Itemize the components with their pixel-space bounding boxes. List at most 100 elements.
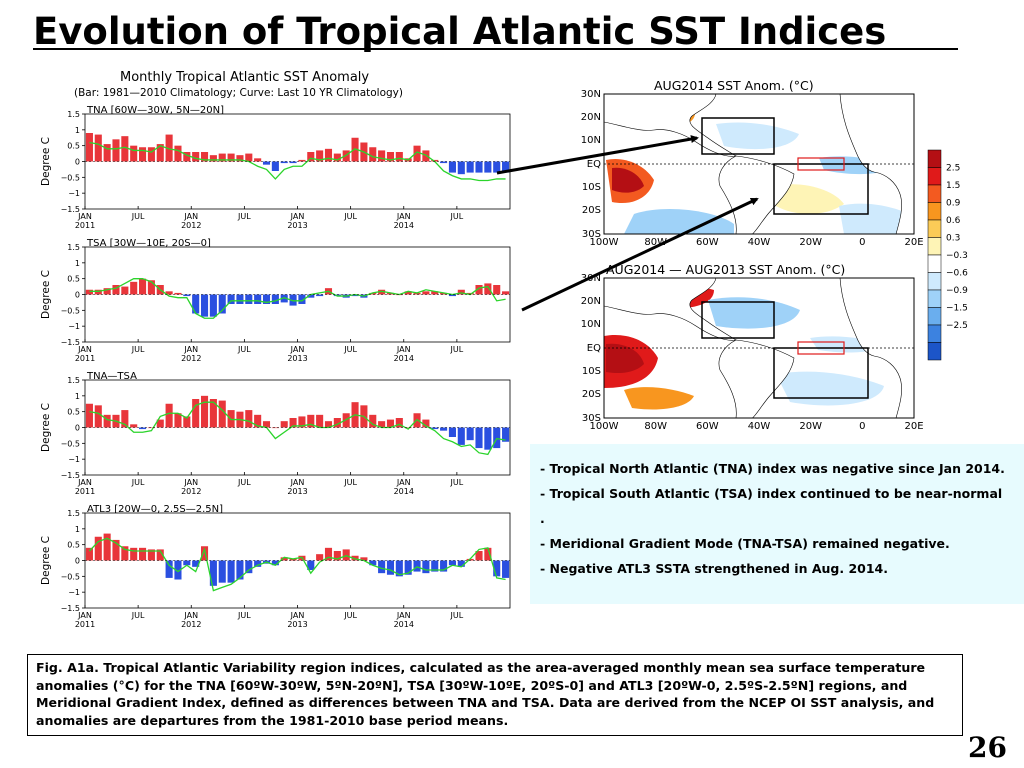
y-tick-label: 0 — [75, 557, 80, 566]
map1-lon-40w: 40W — [748, 237, 771, 248]
anomaly-bar — [103, 288, 111, 295]
anomaly-bar — [307, 294, 315, 298]
chart-title: TNA [60W—30W, 5N—20N] — [86, 105, 224, 116]
x-tick-label: JUL — [343, 212, 357, 221]
colorbar-swatch — [927, 202, 942, 221]
anomaly-bar — [431, 427, 439, 430]
anomaly-bar — [422, 419, 430, 428]
x-tick-year: 2011 — [75, 487, 95, 496]
y-axis-label: Degree C — [40, 536, 52, 585]
anomaly-bar — [307, 414, 315, 428]
map1-lon-60w: 60W — [696, 237, 719, 248]
anomaly-bar — [484, 283, 492, 295]
colorbar-swatch — [927, 342, 942, 361]
anomaly-bar — [227, 560, 235, 583]
x-tick-year: 2012 — [181, 354, 201, 363]
map1-atl3-box — [797, 157, 845, 171]
anomaly-bar — [85, 403, 93, 428]
anomaly-bar — [475, 161, 483, 173]
anomaly-bar — [351, 555, 359, 561]
anomaly-bar — [183, 560, 191, 566]
x-tick-year: 2011 — [75, 620, 95, 629]
anomaly-bar — [457, 560, 465, 567]
y-tick-label: −1.5 — [61, 338, 80, 347]
tsa-chart: TSA [30W—10E, 20S—0] 1.5 1 0.5 0 −0.5 −1 −1.5 De… — [40, 238, 511, 363]
anomaly-bar — [147, 549, 155, 561]
x-tick-year: 2014 — [394, 487, 414, 496]
x-tick-label: JUL — [237, 478, 251, 487]
map2-lon-20e: 20E — [904, 421, 923, 432]
anomaly-bar — [245, 153, 253, 162]
anomaly-bar — [200, 546, 209, 561]
anomaly-bar — [245, 410, 253, 428]
y-tick-label: 1 — [75, 525, 80, 534]
anomaly-bar — [422, 560, 430, 574]
y-axis-label: Degree C — [40, 270, 52, 319]
anomaly-bar — [209, 560, 217, 586]
anomaly-bar — [307, 560, 315, 570]
map2-lon-0: 0 — [859, 421, 865, 432]
colorbar-swatch — [927, 167, 942, 186]
anomaly-bar — [324, 547, 333, 561]
x-tick-label: JAN — [396, 611, 411, 620]
y-tick-label: −0.5 — [61, 439, 80, 448]
colorbar-swatch — [927, 254, 942, 273]
anomaly-bar — [236, 294, 244, 304]
x-tick-label: JAN — [396, 478, 411, 487]
anomaly-bar — [156, 419, 164, 428]
anomaly-bar — [280, 161, 288, 164]
anomaly-bar — [369, 147, 377, 162]
anomaly-bar — [280, 421, 288, 428]
figure-caption-box: Fig. A1a. Tropical Atlantic Variability … — [27, 654, 963, 736]
anomaly-bar — [192, 294, 200, 314]
anomaly-bar — [440, 427, 448, 431]
x-tick-label: JAN — [77, 345, 92, 354]
colorbar-swatch — [927, 149, 942, 168]
x-tick-year: 2012 — [181, 620, 201, 629]
colorbar-label: 1.5 — [946, 181, 960, 191]
y-tick-label: 1 — [75, 126, 80, 135]
x-tick-year: 2013 — [287, 221, 307, 230]
x-tick-year: 2013 — [287, 487, 307, 496]
summary-dash: - — [540, 561, 550, 576]
y-tick-label: −0.5 — [61, 572, 80, 581]
anomaly-bar — [139, 427, 147, 430]
x-tick-label: JAN — [290, 478, 305, 487]
map2-lat-10s: 10S — [582, 366, 601, 377]
anomaly-bar — [112, 285, 120, 295]
anomaly-bar — [165, 291, 173, 295]
anomaly-bar — [156, 144, 164, 162]
anomaly-bar — [413, 292, 421, 295]
anomaly-curve — [89, 401, 506, 456]
anomaly-bar — [192, 152, 200, 162]
x-tick-label: JUL — [343, 478, 357, 487]
anomaly-bar — [147, 427, 155, 429]
y-tick-label: 0.5 — [67, 142, 80, 151]
anomaly-bar — [209, 294, 217, 317]
anomaly-bar — [254, 294, 262, 304]
anomaly-bar — [192, 399, 200, 428]
anomaly-bar — [165, 134, 173, 162]
y-tick-label: −0.5 — [61, 173, 80, 182]
anomaly-bar — [245, 560, 253, 574]
chart-title: TNA—TSA — [86, 371, 137, 382]
summary-text: Negative ATL3 SSTA strengthened in Aug. … — [549, 561, 889, 576]
summary-dash: - — [540, 486, 550, 501]
x-tick-label: JUL — [237, 345, 251, 354]
map2-tsa-box — [773, 347, 869, 399]
y-tick-label: −1 — [68, 322, 80, 331]
anomaly-bar — [324, 148, 333, 162]
map2-anom-warm-sep-core — [606, 343, 644, 374]
x-tick-year: 2013 — [287, 620, 307, 629]
colorbar-label: −0.9 — [946, 286, 968, 296]
anomaly-bar — [378, 421, 386, 428]
anomaly-bar — [502, 291, 510, 295]
anomaly-bar — [440, 161, 448, 164]
x-tick-year: 2012 — [181, 221, 201, 230]
anomaly-bar — [112, 139, 120, 162]
summary-item: - Tropical North Atlantic (TNA) index wa… — [540, 456, 1024, 481]
summary-item: - Negative ATL3 SSTA strengthened in Aug… — [540, 556, 1024, 581]
chart-title: ATL3 [20W—0, 2.5S—2.5N] — [87, 504, 223, 515]
anomaly-bar — [440, 560, 448, 572]
anomaly-bar — [342, 413, 350, 428]
